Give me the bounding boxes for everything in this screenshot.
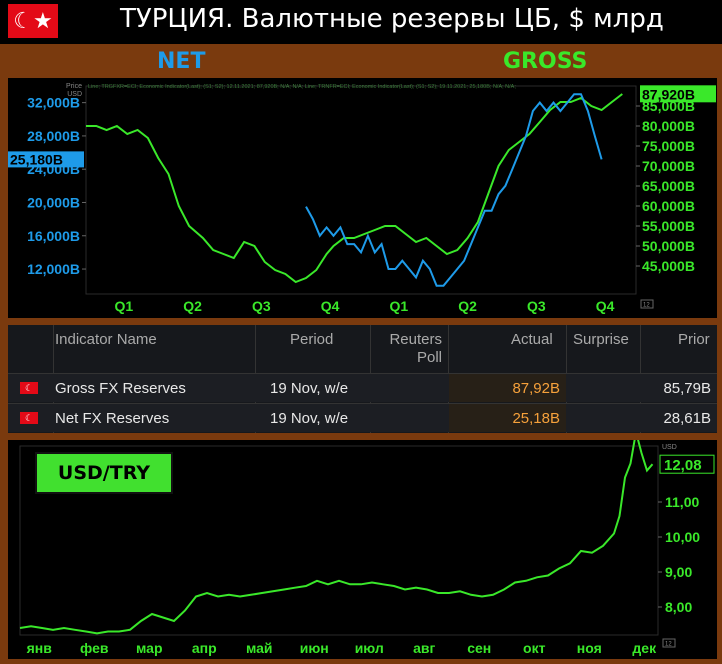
indicator-table: Indicator Name Period Reuters Poll Actua… xyxy=(8,325,717,433)
turkey-flag-icon: ☾★ xyxy=(8,4,58,38)
x-tick-label: Q2 xyxy=(183,298,202,314)
x-tick-label: окт xyxy=(523,640,546,656)
indicator-name: Gross FX Reserves xyxy=(55,380,186,397)
scale-badge-frame xyxy=(640,299,654,309)
plot-frame xyxy=(85,85,637,295)
scale-badge-frame xyxy=(662,638,676,648)
scale-badge: 12 xyxy=(665,642,672,648)
series-line-usdtry xyxy=(19,431,654,635)
axis-corner-label: USD xyxy=(67,91,82,98)
indicator-name: Net FX Reserves xyxy=(55,410,170,427)
last-value-box xyxy=(659,454,715,474)
legend-text: Line; TRGFXR=ECI; Economic Indicator(Las… xyxy=(88,84,516,90)
right-tick-label: 65,000B xyxy=(642,178,695,194)
flag-symbol: ☾★ xyxy=(13,8,53,33)
header-actual[interactable]: Actual xyxy=(511,331,553,348)
left-tick-label: 16,000B xyxy=(27,228,80,244)
left-tick-label: 12,000B xyxy=(27,261,80,277)
usdtry-chart: USD 8,00 9,00 10,00 11,00 янв фев мар апр май июн и… xyxy=(19,431,715,656)
right-tick-label: 50,000B xyxy=(642,238,695,254)
page-title: ТУРЦИЯ. Валютные резервы ЦБ, $ млрд xyxy=(120,4,664,34)
reserves-chart-panel: Price USD Line; TRGFXR=ECI; Economic Indic… xyxy=(8,78,717,318)
header-indicator[interactable]: Indicator Name xyxy=(55,331,157,348)
turkey-flag-icon: ☾ xyxy=(20,382,38,394)
left-last-value: 25,180B xyxy=(10,151,63,167)
turkey-flag-icon: ☾ xyxy=(20,412,38,424)
x-tick-label: фев xyxy=(80,640,109,656)
plot-frame xyxy=(19,445,659,636)
left-tick-label: 20,000B xyxy=(27,194,80,210)
y-tick-label: 10,00 xyxy=(665,529,700,545)
right-last-value: 87,920B xyxy=(642,86,695,102)
period: 19 Nov, w/e xyxy=(270,380,349,397)
gross-label: GROSS xyxy=(503,49,588,74)
x-tick-label: май xyxy=(246,640,273,656)
x-tick-label: апр xyxy=(192,640,217,656)
usdtry-badge: USD/TRY xyxy=(35,452,173,494)
header-prior[interactable]: Prior xyxy=(678,331,710,348)
right-tick-label: 80,000B xyxy=(642,118,695,134)
right-tick-label: 45,000B xyxy=(642,258,695,274)
prior-value: 28,61B xyxy=(663,410,711,427)
x-tick-label: дек xyxy=(632,640,657,656)
actual-cell xyxy=(449,374,566,402)
x-tick-label: авг xyxy=(413,640,435,656)
right-tick-label: 75,000B xyxy=(642,138,695,154)
series-line-gross xyxy=(86,93,623,284)
net-label: NET xyxy=(157,49,206,74)
right-tick-label: 60,000B xyxy=(642,198,695,214)
last-value: 12,08 xyxy=(664,457,702,474)
x-tick-label: Q2 xyxy=(458,298,477,314)
scale-badge: 12 xyxy=(643,303,650,309)
header-surprise[interactable]: Surprise xyxy=(573,331,629,348)
table-row[interactable]: ☾ Gross FX Reserves 19 Nov, w/e 87,92B 8… xyxy=(8,373,717,402)
left-last-value-box xyxy=(8,151,84,168)
header-period[interactable]: Period xyxy=(290,331,334,348)
y-tick-label: 8,00 xyxy=(665,599,692,615)
x-tick-label: июл xyxy=(355,640,384,656)
header-bar: ☾★ ТУРЦИЯ. Валютные резервы ЦБ, $ млрд xyxy=(0,0,722,44)
x-tick-label: янв xyxy=(27,640,53,656)
x-tick-label: ноя xyxy=(577,640,602,656)
actual-cell xyxy=(449,404,566,432)
x-tick-label: мар xyxy=(136,640,163,656)
x-tick-label: июн xyxy=(300,640,329,656)
left-tick-label: 28,000B xyxy=(27,128,80,144)
actual-value: 25,18B xyxy=(512,410,560,427)
x-tick-label: Q1 xyxy=(114,298,133,314)
left-tick-label: 32,000B xyxy=(27,95,80,111)
period: 19 Nov, w/e xyxy=(270,410,349,427)
actual-value: 87,92B xyxy=(512,380,560,397)
series-line-net xyxy=(305,93,603,287)
x-tick-label: Q3 xyxy=(252,298,271,314)
right-last-value-box xyxy=(640,85,716,103)
x-tick-label: Q3 xyxy=(527,298,546,314)
header-reuters-poll[interactable]: Reuters Poll xyxy=(389,331,442,366)
axis-corner-label: USD xyxy=(662,444,677,451)
right-tick-label: 70,000B xyxy=(642,158,695,174)
y-tick-label: 9,00 xyxy=(665,564,692,580)
x-tick-label: Q4 xyxy=(596,298,615,314)
right-tick-label: 55,000B xyxy=(642,218,695,234)
y-tick-label: 11,00 xyxy=(665,494,699,510)
x-tick-label: Q4 xyxy=(321,298,340,314)
table-header-row: Indicator Name Period Reuters Poll Actua… xyxy=(8,325,717,373)
x-tick-label: Q1 xyxy=(389,298,408,314)
axis-corner-label: Price xyxy=(66,83,82,90)
table-row[interactable]: ☾ Net FX Reserves 19 Nov, w/e 25,18B 28,… xyxy=(8,403,717,432)
x-tick-label: сен xyxy=(467,640,491,656)
prior-value: 85,79B xyxy=(663,380,711,397)
